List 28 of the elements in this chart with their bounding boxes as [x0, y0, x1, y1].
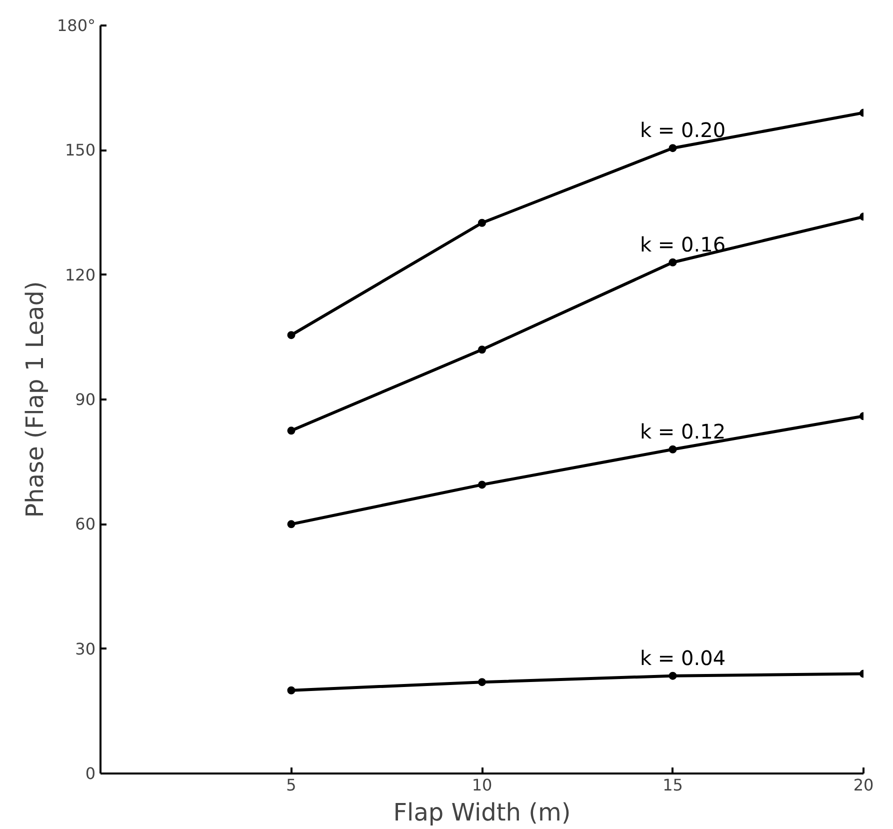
y-tick-label: 180°	[56, 16, 96, 35]
x-tick-label: 20	[853, 776, 874, 794]
point	[668, 258, 677, 266]
x-tick-label: 15	[662, 776, 683, 794]
point	[478, 346, 486, 354]
point	[287, 426, 296, 435]
series-label: k = 0.04	[640, 646, 726, 670]
x-tick-label: 5	[286, 776, 296, 794]
y-tick-label: 60	[75, 514, 96, 534]
y-tick-label: 30	[75, 639, 96, 658]
y-tick-label: 150	[64, 140, 96, 160]
point	[668, 672, 677, 680]
point	[668, 445, 677, 454]
y-tick-label: 120	[64, 265, 96, 284]
point	[287, 686, 296, 694]
x-tick-label: 10	[472, 776, 492, 794]
x-axis-title: Flap Width (m)	[393, 798, 571, 826]
y-axis-title: Phase (Flap 1 Lead)	[20, 281, 49, 518]
point	[287, 331, 296, 340]
point	[287, 520, 296, 528]
series-label: k = 0.12	[640, 419, 726, 444]
series-label: k = 0.20	[640, 118, 726, 142]
point	[668, 144, 677, 152]
point	[478, 218, 486, 227]
point	[478, 678, 486, 686]
y-tick-label: 0	[85, 764, 96, 783]
y-tick-label: 90	[75, 390, 96, 409]
point	[478, 480, 486, 489]
